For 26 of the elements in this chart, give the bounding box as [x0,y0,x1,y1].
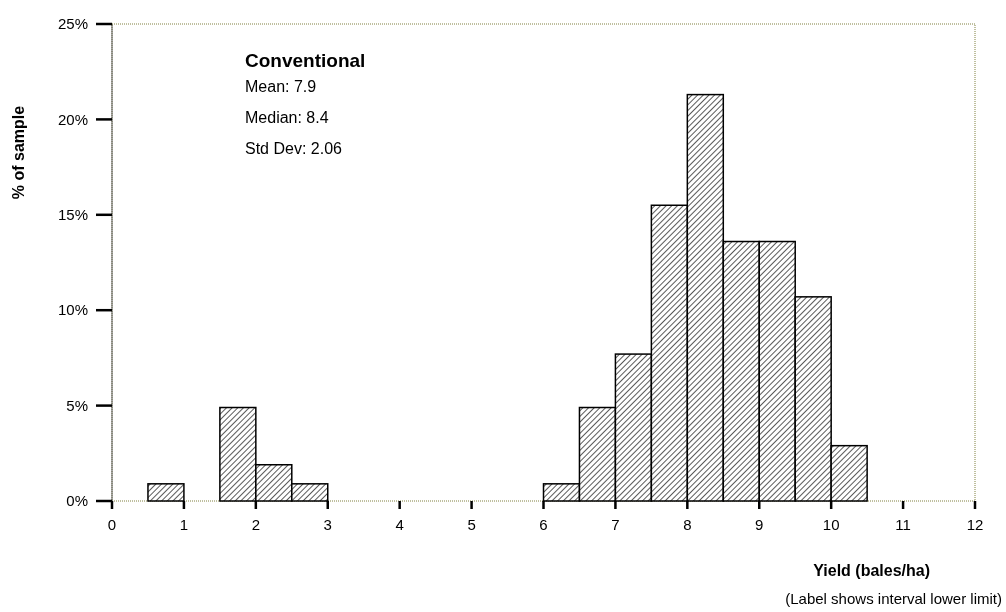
x-tick-label: 4 [395,516,404,533]
x-tick-label: 12 [966,516,984,533]
x-tick-label: 0 [107,516,117,533]
x-tick-label: 7 [611,516,620,533]
y-tick-label: 0% [66,492,88,510]
text: (Label shows interval lower limit) [785,590,1002,607]
y-tick-label: 10% [57,301,88,319]
annotation: Median: 8.4 [245,109,329,126]
x-tick-label: 1 [179,516,189,533]
annotation: Mean: 7.9 [245,78,317,95]
y-tick-label: 15% [57,206,88,224]
annotation: Conventional [245,50,366,71]
x-tick-label: 3 [323,516,332,533]
y-tick-label: 20% [57,110,88,128]
y-tick-label: 5% [66,396,88,414]
annotation: Std Dev: 2.06 [245,140,343,157]
y-tick-label: 25% [57,15,88,33]
x-tick-label: 2 [251,516,261,533]
x-tick-label: 9 [755,516,764,533]
x-tick-label: 10 [822,516,840,533]
x-axis-title: Yield (bales/ha) [813,562,930,579]
y-axis-title: % of sample [10,105,27,200]
x-tick-label: 11 [895,516,911,533]
x-tick-label: 8 [683,516,692,533]
x-tick-label: 6 [539,516,548,533]
x-tick-label: 5 [467,516,476,533]
